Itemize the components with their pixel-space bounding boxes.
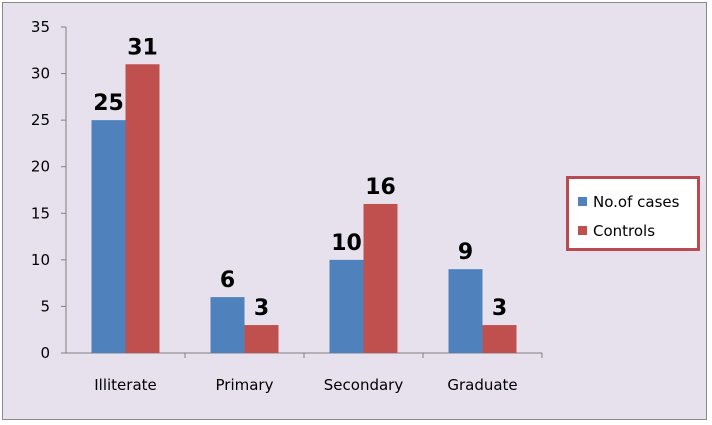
y-tick-label: 20 (31, 158, 50, 176)
data-label: 10 (331, 231, 362, 256)
legend-label-cases: No.of cases (593, 192, 680, 211)
data-label: 3 (492, 296, 507, 321)
x-tick-label: Graduate (447, 376, 517, 394)
data-label: 9 (458, 240, 473, 265)
bar-chart: 05101520253035Illiterate2531Primary63Sec… (31, 18, 543, 394)
bar (482, 325, 517, 353)
y-tick-label: 5 (40, 297, 50, 315)
bar (448, 269, 483, 353)
x-tick-label: Secondary (324, 376, 404, 394)
y-tick-label: 15 (31, 204, 50, 222)
legend-item-controls: Controls (578, 216, 697, 245)
data-label: 3 (254, 296, 269, 321)
y-tick-label: 10 (31, 251, 50, 269)
legend: No.of cases Controls (566, 176, 700, 251)
data-label: 6 (220, 268, 235, 293)
y-tick-label: 30 (31, 65, 50, 83)
y-tick-label: 25 (31, 111, 50, 129)
data-label: 25 (93, 91, 124, 116)
legend-swatch-cases (578, 197, 587, 206)
chart-area: 0 5 10 15 20 25 30 35 Illiterate 25 31 Primary 6 3 Sec… (2, 2, 707, 420)
legend-swatch-controls (578, 226, 587, 235)
bar (244, 325, 279, 353)
legend-label-controls: Controls (593, 221, 656, 240)
y-tick-label: 35 (31, 18, 50, 36)
data-label: 31 (127, 35, 158, 60)
legend-item-cases: No.of cases (578, 187, 697, 216)
x-tick-label: Primary (216, 376, 274, 394)
bar (210, 297, 245, 353)
bar (91, 120, 126, 354)
bar (329, 259, 364, 353)
y-tick-label: 0 (40, 344, 50, 362)
bar (125, 64, 160, 353)
data-label: 16 (365, 175, 396, 200)
x-tick-label: Illiterate (94, 376, 157, 394)
bar (363, 203, 398, 353)
